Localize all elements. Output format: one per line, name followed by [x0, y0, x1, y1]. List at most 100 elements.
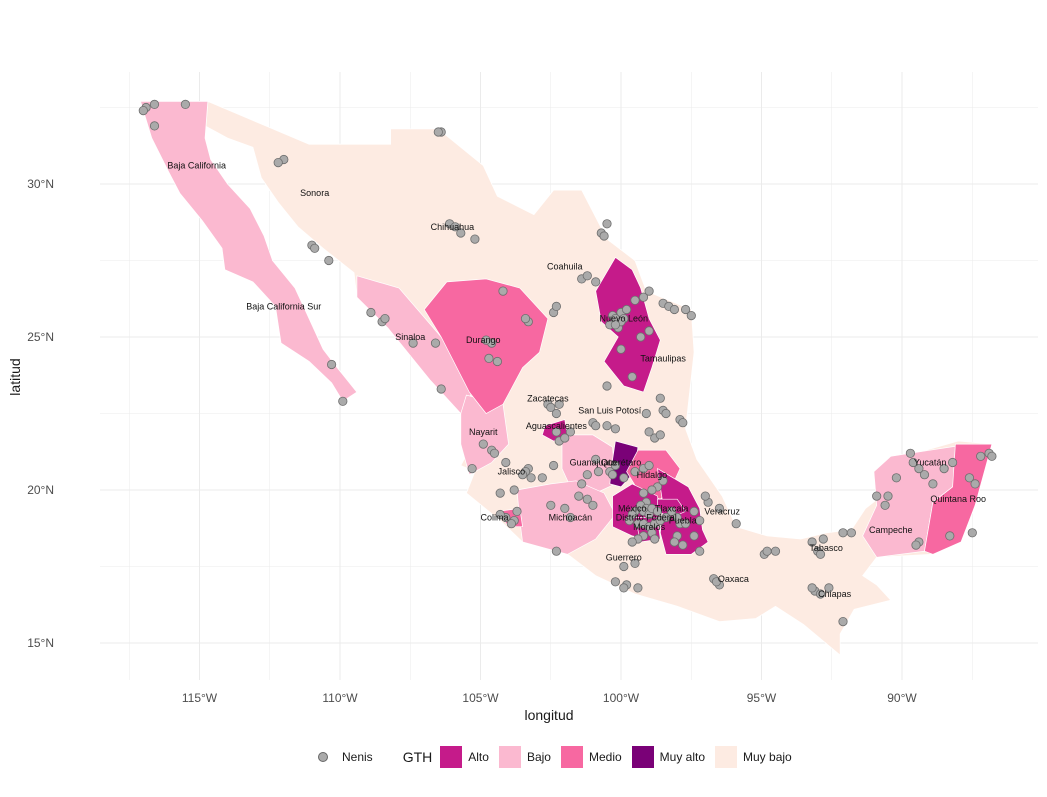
state-label-yucat-n: Yucatán [914, 458, 947, 468]
state-label-zacatecas: Zacatecas [527, 393, 569, 403]
nenis-point [551, 427, 562, 437]
nenis-point [838, 616, 848, 627]
state-label-veracruz: Veracruz [704, 507, 740, 517]
nenis-point [689, 531, 699, 541]
nenis-point [495, 509, 505, 520]
nenis-point [627, 372, 637, 382]
nenis-point [655, 430, 665, 440]
nenis-point [180, 99, 190, 110]
nenis-point [430, 338, 441, 348]
nenis-point [695, 546, 705, 556]
nenis-point [610, 320, 621, 330]
nenis-point [478, 439, 488, 449]
nenis-point [947, 457, 958, 468]
state-label-quintana-roo: Quintana Roo [930, 494, 986, 504]
state-label-morelos: Morelos [633, 522, 666, 532]
nenis-point [658, 476, 668, 486]
state-label-chiapas: Chiapas [818, 589, 852, 599]
legend-swatch-muy-bajo [715, 746, 738, 768]
x-tick-label: 105°W [462, 691, 499, 705]
state-label-tabasco: Tabasco [809, 543, 843, 553]
nenis-point [621, 304, 632, 315]
state-label-campeche: Campeche [869, 525, 913, 535]
nenis-point [731, 519, 741, 529]
nenis-point [436, 384, 446, 394]
map-legend: Nenis GTH Alto Bajo Medio Muy alto Muy b… [312, 744, 802, 770]
nenis-point [652, 506, 663, 516]
legend-label-alto: Alto [468, 750, 489, 764]
nenis-point [520, 313, 531, 324]
nenis-point [509, 485, 519, 495]
state-label-oaxaca: Oaxaca [718, 574, 749, 584]
nenis-point [987, 451, 997, 461]
state-label-nayarit: Nayarit [469, 427, 498, 437]
nenis-point [548, 460, 559, 471]
nenis-point [582, 470, 592, 480]
nenis-point [680, 304, 691, 315]
nenis-point [678, 418, 688, 428]
nenis-point [714, 503, 725, 513]
nenis-point [680, 519, 691, 529]
nenis-point [481, 335, 491, 345]
nenis-point [770, 546, 781, 556]
nenis-point [456, 228, 466, 238]
state-label-quer-taro: Querétaro [601, 458, 642, 468]
state-label-sonora: Sonora [300, 188, 329, 198]
nenis-point [310, 243, 320, 253]
nenis-point [883, 491, 893, 501]
legend-swatch-bajo [498, 746, 521, 768]
legend-label-medio: Medio [588, 750, 622, 764]
state-label-m-xico: México [618, 503, 647, 513]
x-axis-ticks: 115°W 110°W 105°W 100°W 95°W 90°W [182, 691, 918, 705]
nenis-point [489, 448, 500, 458]
nenis-point [627, 537, 637, 547]
state-label-michoac-n: Michoacán [549, 513, 593, 523]
nenis-point [619, 583, 629, 593]
legend-swatch-alto [440, 746, 463, 768]
nenis-point [591, 277, 601, 287]
nenis-point [582, 271, 592, 281]
x-tick-label: 100°W [603, 691, 640, 705]
legend-label-nenis: Nenis [342, 750, 373, 764]
nenis-point [647, 485, 657, 495]
nenis-point [495, 488, 505, 498]
nenis-point [560, 503, 570, 513]
y-tick-label: 30°N [27, 177, 54, 191]
nenis-point [619, 473, 629, 483]
nenis-point [824, 583, 834, 593]
nenis-point [588, 500, 598, 510]
durango-polygon [423, 278, 549, 414]
baja-california-polygon [139, 101, 358, 402]
nenis-point [512, 506, 522, 516]
nenis-point [619, 561, 629, 572]
nenis-point [807, 583, 817, 593]
nenis-point [650, 534, 660, 544]
nenis-point [891, 473, 902, 483]
state-label-chihuahua: Chihuahua [431, 222, 475, 232]
legend-label-muy-alto: Muy alto [659, 750, 706, 764]
nenis-point [610, 424, 621, 434]
legend-item-alto: Alto [440, 746, 489, 768]
nenis-point [273, 158, 283, 168]
nenis-point [551, 408, 562, 419]
nenis-point [593, 466, 604, 477]
nenis-point [149, 99, 160, 110]
nenis-point [919, 470, 930, 480]
nenis-point [607, 470, 618, 480]
legend-item-muy-alto: Muy alto [631, 746, 706, 768]
nenis-point [554, 399, 564, 409]
quintana-roo-polygon [924, 443, 993, 555]
x-tick-label: 110°W [322, 691, 358, 705]
nenis-point [669, 537, 680, 547]
nenis-point [815, 549, 826, 559]
nenis-point [661, 512, 671, 523]
nenis-point [880, 500, 890, 510]
nenis-point [602, 381, 612, 391]
nenis-point [818, 534, 828, 544]
nenis-point [610, 460, 621, 471]
nenis-point [872, 491, 882, 501]
nenis-point [644, 460, 654, 471]
nenis-point [517, 470, 528, 480]
y-tick-label: 25°N [27, 330, 54, 344]
